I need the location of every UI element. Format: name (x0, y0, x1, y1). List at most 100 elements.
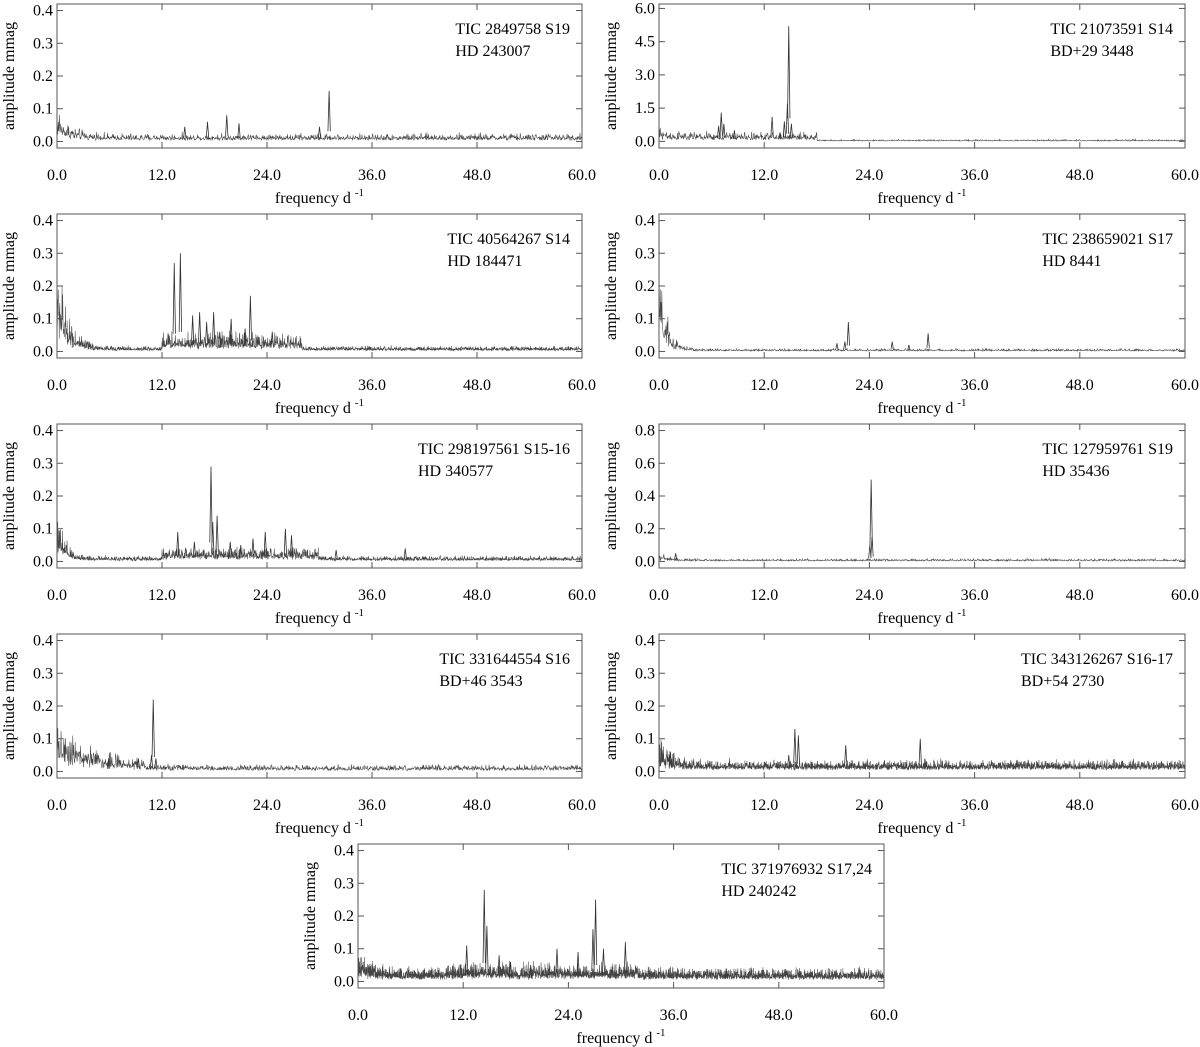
spectrum-peak (482, 889, 486, 964)
y-axis-label: amplitude mmag (603, 232, 620, 340)
y-tick-label: 0.0 (33, 343, 53, 360)
spectrum-peak (107, 758, 111, 769)
spectrum-noise-line (659, 554, 1185, 563)
x-tick-label: 60.0 (1171, 377, 1199, 394)
spectrum-peak (225, 115, 229, 137)
star-id-annotation: BD+46 3543 (439, 673, 522, 690)
star-id-annotation: TIC 298197561 S15-16 (418, 441, 570, 458)
x-axis-label: frequency d -1 (275, 187, 364, 207)
y-tick-label: 4.5 (635, 34, 655, 51)
spectrum-peak (183, 126, 187, 139)
star-id-annotation: HD 184471 (447, 253, 522, 270)
x-tick-label: 48.0 (1066, 377, 1094, 394)
y-tick-label: 0.0 (33, 133, 53, 150)
spectrum-peak (789, 123, 793, 138)
x-tick-label: 24.0 (855, 377, 883, 394)
x-tick-label: 0.0 (649, 587, 669, 604)
spectrum-peak (890, 341, 894, 350)
spectrum-peak (835, 343, 839, 350)
y-tick-label: 0.4 (33, 423, 53, 440)
spectrum-peak (529, 965, 533, 979)
y-tick-label: 0.4 (33, 213, 53, 230)
y-tick-label: 0.0 (635, 133, 655, 150)
x-tick-label: 60.0 (568, 377, 596, 394)
spectrum-peak (191, 315, 195, 345)
x-tick-label: 24.0 (855, 167, 883, 184)
x-axis-label: frequency d -1 (275, 607, 364, 627)
spectrum-peak (918, 738, 922, 765)
x-tick-label: 60.0 (1171, 167, 1199, 184)
spectrum-peak (465, 945, 469, 975)
spectrum-noise-line (659, 127, 1185, 142)
x-tick-label: 24.0 (253, 587, 281, 604)
panel-7: 0.0 12.0 24.0 36.0 48.0 60.0 0.0 0.1 0.2 0.3 0.4 fr… (1, 633, 596, 837)
spectrum-peak (843, 341, 847, 350)
x-tick-label: 12.0 (750, 797, 778, 814)
x-tick-label: 60.0 (870, 1007, 898, 1024)
y-tick-label: 0.2 (33, 698, 53, 715)
x-tick-label: 48.0 (1066, 587, 1094, 604)
x-tick-label: 24.0 (855, 797, 883, 814)
spectrum-peak (215, 515, 219, 553)
x-tick-label: 60.0 (568, 167, 596, 184)
x-tick-label: 24.0 (253, 377, 281, 394)
spectrum-peak (907, 344, 911, 351)
x-axis-label: frequency d -1 (877, 187, 966, 207)
y-tick-label: 0.0 (635, 763, 655, 780)
spectrum-peak (205, 321, 209, 346)
spectrum-peak (136, 758, 140, 769)
spectrum-peak (793, 728, 797, 763)
panel-2: 0.0 12.0 24.0 36.0 48.0 60.0 0.0 1.5 3.0 4.5 6.0 fr… (603, 0, 1199, 207)
spectrum-peak (869, 479, 873, 546)
x-tick-label: 60.0 (1171, 587, 1199, 604)
panel-5: 0.0 12.0 24.0 36.0 48.0 60.0 0.0 0.1 0.2 0.3 0.4 fr… (1, 423, 596, 627)
y-tick-label: 0.3 (334, 875, 354, 892)
panel-6: 0.0 12.0 24.0 36.0 48.0 60.0 0.0 0.2 0.4 0.6 0.8 fr… (603, 423, 1199, 627)
star-id-annotation: HD 35436 (1042, 463, 1109, 480)
y-tick-label: 3.0 (635, 67, 655, 84)
x-tick-label: 36.0 (660, 1007, 688, 1024)
spectrum-peak (172, 263, 176, 334)
y-tick-label: 0.4 (33, 3, 53, 20)
y-tick-label: 0.1 (33, 731, 53, 748)
spectrum-peak (674, 553, 678, 560)
x-tick-label: 0.0 (47, 167, 67, 184)
x-tick-label: 60.0 (568, 587, 596, 604)
y-tick-label: 0.0 (635, 553, 655, 570)
x-axis-label: frequency d -1 (275, 817, 364, 837)
y-tick-label: 0.2 (334, 908, 354, 925)
spectrum-peak (243, 328, 247, 347)
x-tick-label: 36.0 (358, 377, 386, 394)
x-axis-label: frequency d -1 (576, 1027, 665, 1047)
spectrum-peak (770, 116, 774, 137)
y-tick-label: 0.6 (635, 455, 655, 472)
y-tick-label: 0.3 (635, 245, 655, 262)
x-tick-label: 24.0 (554, 1007, 582, 1024)
spectrum-peak (209, 466, 213, 543)
x-tick-label: 24.0 (253, 167, 281, 184)
y-tick-label: 1.5 (635, 100, 655, 117)
x-tick-label: 36.0 (358, 587, 386, 604)
spectrum-peak (787, 26, 791, 119)
x-tick-label: 36.0 (961, 797, 989, 814)
spectrum-peak (668, 751, 672, 768)
x-tick-label: 12.0 (148, 797, 176, 814)
spectrum-peak (251, 538, 255, 557)
spectrum-noise-line (358, 957, 884, 981)
x-tick-label: 48.0 (1066, 797, 1094, 814)
star-id-annotation: HD 340577 (418, 463, 493, 480)
y-axis-label: amplitude mmag (603, 442, 620, 550)
spectrum-peak (623, 942, 627, 974)
star-id-annotation: TIC 331644554 S16 (439, 651, 570, 668)
y-tick-label: 0.2 (33, 68, 53, 85)
x-tick-label: 12.0 (750, 377, 778, 394)
y-tick-label: 0.0 (334, 973, 354, 990)
y-tick-label: 0.1 (635, 311, 655, 328)
y-tick-label: 0.1 (334, 941, 354, 958)
x-tick-label: 48.0 (463, 377, 491, 394)
spectrum-peak (270, 331, 274, 348)
y-tick-label: 0.3 (33, 665, 53, 682)
spectrum-noise-line (57, 286, 582, 352)
spectrum-peak (211, 522, 215, 554)
spectrum-peak (229, 318, 233, 345)
